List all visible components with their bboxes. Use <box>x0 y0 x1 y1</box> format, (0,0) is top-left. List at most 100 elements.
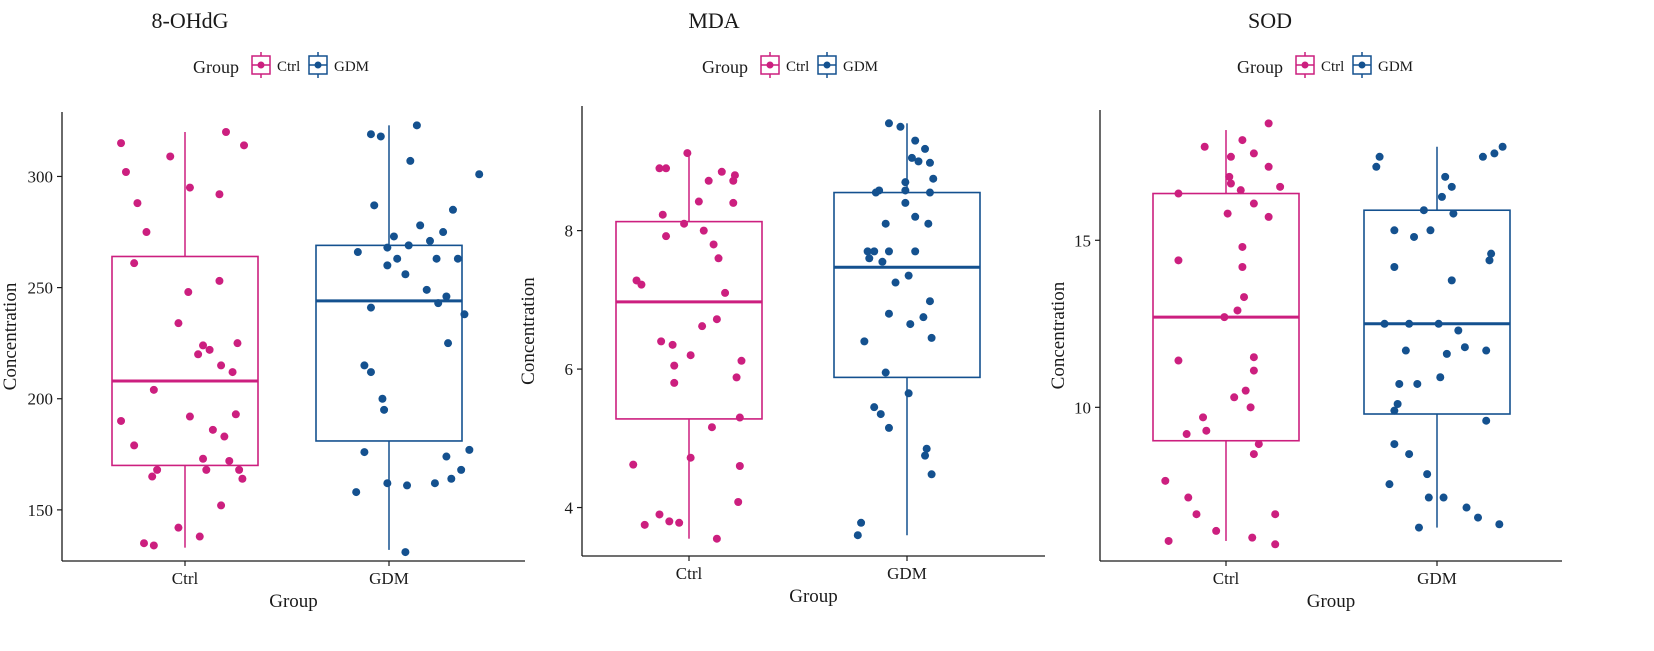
data-point <box>1238 136 1247 145</box>
data-point <box>901 178 910 187</box>
data-point <box>1423 470 1432 479</box>
data-point <box>1226 179 1235 188</box>
data-point <box>225 456 234 465</box>
chart-title: SOD <box>1248 8 1292 33</box>
data-point <box>426 236 434 245</box>
x-tick-label-ctrl: Ctrl <box>676 564 703 583</box>
data-point <box>721 288 730 297</box>
data-point <box>217 501 226 510</box>
data-point <box>383 243 392 252</box>
data-point <box>712 534 721 543</box>
data-point <box>430 479 439 488</box>
data-point <box>683 149 692 158</box>
data-point <box>1249 199 1258 208</box>
data-point <box>130 441 139 450</box>
data-point <box>153 465 162 474</box>
data-point <box>657 337 666 346</box>
data-point <box>1174 256 1183 265</box>
data-point <box>202 465 211 474</box>
data-point <box>1225 172 1234 181</box>
data-point <box>1410 232 1419 241</box>
legend-title: Group <box>193 57 239 77</box>
data-point <box>401 548 410 557</box>
data-point <box>1226 152 1235 161</box>
legend-label-gdm: GDM <box>1378 59 1413 75</box>
data-point <box>1390 263 1399 272</box>
data-point <box>1182 430 1191 439</box>
data-point <box>1460 343 1469 352</box>
data-point <box>117 139 126 148</box>
data-point <box>166 152 175 161</box>
data-point <box>876 410 885 419</box>
data-point <box>1441 172 1450 181</box>
legend-label-ctrl: Ctrl <box>277 59 300 75</box>
y-tick-label: 15 <box>1074 231 1091 250</box>
box-iqr <box>315 244 463 442</box>
data-point <box>1249 353 1258 362</box>
legend-label-gdm: GDM <box>843 59 878 75</box>
legend-key-dot <box>257 61 265 69</box>
data-point <box>870 247 879 256</box>
data-point <box>148 472 157 481</box>
data-point <box>404 241 413 250</box>
data-point <box>1390 440 1399 449</box>
data-point <box>383 261 392 270</box>
y-axis-title: Concentration <box>0 282 21 390</box>
data-point <box>922 444 931 453</box>
data-point <box>447 474 456 483</box>
data-point <box>884 247 893 256</box>
data-point <box>860 337 869 346</box>
box-iqr <box>833 191 981 379</box>
y-tick-label: 4 <box>565 499 574 518</box>
data-point <box>1478 152 1487 161</box>
data-point <box>1462 503 1471 512</box>
data-point <box>1192 510 1201 519</box>
data-point <box>686 453 695 462</box>
data-point <box>208 425 217 434</box>
chart-title: MDA <box>688 8 739 33</box>
data-point <box>904 389 913 398</box>
data-point <box>185 412 194 421</box>
data-point <box>707 423 716 432</box>
y-tick-label: 6 <box>565 360 574 379</box>
data-point <box>925 297 934 306</box>
data-point <box>734 498 743 506</box>
data-point <box>205 345 214 354</box>
data-point <box>686 351 695 360</box>
data-point <box>1264 119 1273 128</box>
data-point <box>737 356 746 365</box>
data-point <box>870 403 879 412</box>
data-point <box>215 276 224 285</box>
data-point <box>658 210 667 219</box>
data-point <box>393 254 402 263</box>
data-point <box>1240 293 1249 302</box>
data-point <box>465 445 474 454</box>
x-tick-label-gdm: GDM <box>1417 569 1457 588</box>
data-point <box>1220 313 1229 322</box>
data-point <box>360 361 369 370</box>
data-point <box>1498 142 1507 151</box>
data-point <box>117 416 126 425</box>
data-point <box>475 170 484 179</box>
data-point <box>735 462 744 470</box>
series-gdm <box>833 119 981 540</box>
data-point <box>929 174 938 183</box>
data-point <box>376 132 385 141</box>
data-point <box>878 257 887 266</box>
data-point <box>865 254 874 263</box>
data-point <box>729 198 738 207</box>
y-tick-label: 8 <box>565 222 574 241</box>
legend-key-dot <box>766 61 774 69</box>
data-point <box>857 518 866 527</box>
data-point <box>1161 476 1170 485</box>
legend-title: Group <box>702 57 748 77</box>
data-point <box>184 288 193 297</box>
data-point <box>704 176 713 185</box>
data-point <box>921 144 930 153</box>
data-point <box>904 271 913 280</box>
data-point <box>366 130 375 139</box>
data-point <box>1485 256 1494 265</box>
legend-key-ctrl <box>1295 52 1315 78</box>
data-point <box>1474 513 1482 522</box>
box-iqr <box>615 220 763 420</box>
